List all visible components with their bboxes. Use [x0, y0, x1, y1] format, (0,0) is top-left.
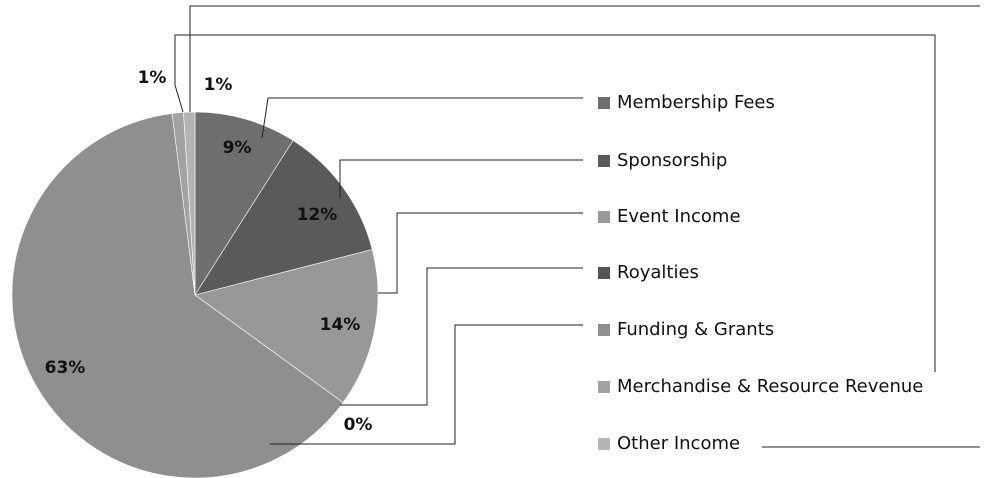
- legend-swatch: [598, 267, 610, 279]
- legend-swatch: [598, 381, 610, 393]
- pie-slice: [11, 113, 344, 478]
- pie-slice: [183, 111, 196, 296]
- legend-swatch: [598, 155, 610, 167]
- legend-label: Membership Fees: [617, 92, 775, 113]
- pie-slice: [194, 111, 294, 297]
- leader-line: [189, 5, 980, 112]
- legend-label: Merchandise & Resource Revenue: [617, 376, 923, 397]
- data-label: 14%: [320, 315, 361, 335]
- legend-label: Event Income: [617, 206, 741, 227]
- data-label: 1%: [138, 68, 167, 88]
- pie-slice: [194, 249, 379, 403]
- leader-line: [270, 324, 583, 445]
- legend-label: Sponsorship: [617, 150, 727, 171]
- legend-swatch: [598, 97, 610, 109]
- leader-line: [339, 159, 583, 198]
- legend-label: Other Income: [617, 433, 740, 454]
- leader-line: [340, 267, 583, 406]
- legend-swatch: [598, 211, 610, 223]
- data-label: 12%: [297, 205, 338, 225]
- legend-swatch: [598, 324, 610, 336]
- legend-swatch: [598, 438, 610, 450]
- data-label: 1%: [204, 75, 233, 95]
- leader-line: [378, 212, 583, 294]
- data-label: 9%: [223, 138, 252, 158]
- leader-line: [174, 34, 936, 372]
- leader-line: [261, 97, 583, 139]
- legend-label: Royalties: [617, 262, 699, 283]
- data-label: 0%: [344, 415, 373, 435]
- legend-label: Funding & Grants: [617, 319, 774, 340]
- data-label: 63%: [45, 358, 86, 378]
- pie-slice: [194, 140, 373, 296]
